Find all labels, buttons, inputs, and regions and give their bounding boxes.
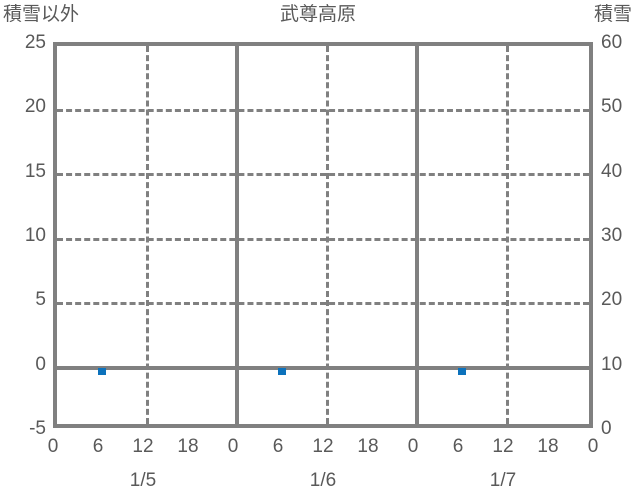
right-tick-label: 30 bbox=[601, 225, 623, 246]
zero-line bbox=[57, 365, 589, 370]
bar-0-2 bbox=[457, 367, 467, 375]
x-tick-label: 0 bbox=[47, 436, 59, 457]
right-tick-label: 60 bbox=[601, 32, 623, 53]
vertical-gridline bbox=[325, 46, 329, 424]
x-tick-label: 6 bbox=[272, 436, 284, 457]
x-tick-label: 0 bbox=[407, 436, 419, 457]
day-boundary-line bbox=[235, 46, 239, 424]
day-label: 1/7 bbox=[489, 470, 517, 491]
day-boundary-line bbox=[415, 46, 419, 424]
horizontal-gridline bbox=[57, 301, 589, 305]
left-tick-label: 25 bbox=[24, 32, 46, 53]
bar-0-1 bbox=[277, 367, 287, 375]
x-tick-label: 12 bbox=[492, 436, 514, 457]
left-tick-label: 15 bbox=[24, 160, 46, 182]
x-tick-label: 0 bbox=[227, 436, 239, 457]
x-tick-label: 12 bbox=[312, 436, 334, 457]
right-tick-label: 40 bbox=[601, 160, 623, 182]
bar-0-0 bbox=[97, 367, 107, 375]
horizontal-gridline bbox=[57, 108, 589, 112]
right-tick-label: 10 bbox=[601, 353, 623, 375]
left-tick-label: 5 bbox=[35, 289, 46, 311]
plot-inner bbox=[57, 46, 589, 424]
x-tick-label: 18 bbox=[537, 436, 559, 457]
plot-area bbox=[53, 42, 593, 428]
left-tick-label: -5 bbox=[29, 418, 46, 439]
right-tick-label: 20 bbox=[601, 289, 623, 311]
day-label: 1/6 bbox=[309, 470, 337, 491]
right-tick-label: 0 bbox=[601, 418, 612, 439]
right-axis-ticks: 60 50 40 30 20 10 0 bbox=[601, 0, 636, 501]
x-tick-label: 18 bbox=[177, 436, 199, 457]
horizontal-gridline bbox=[57, 237, 589, 241]
x-tick-label: 0 bbox=[587, 436, 599, 457]
right-tick-label: 50 bbox=[601, 96, 623, 118]
left-tick-label: 20 bbox=[24, 96, 46, 118]
x-tick-label: 18 bbox=[357, 436, 379, 457]
left-tick-label: 0 bbox=[35, 353, 46, 375]
vertical-gridline bbox=[145, 46, 149, 424]
x-tick-label: 6 bbox=[452, 436, 464, 457]
left-axis-title: 積雪以外 bbox=[3, 4, 80, 25]
right-axis-title: 積雪 bbox=[593, 4, 632, 25]
vertical-gridline bbox=[505, 46, 509, 424]
chart-title: 武尊高原 bbox=[279, 4, 356, 25]
left-tick-label: 10 bbox=[24, 225, 46, 246]
x-tick-label: 12 bbox=[132, 436, 154, 457]
day-label: 1/5 bbox=[129, 470, 157, 491]
horizontal-gridline bbox=[57, 173, 589, 177]
left-axis-ticks: 25 20 15 10 5 0 -5 bbox=[0, 0, 46, 501]
x-tick-label: 6 bbox=[92, 436, 104, 457]
